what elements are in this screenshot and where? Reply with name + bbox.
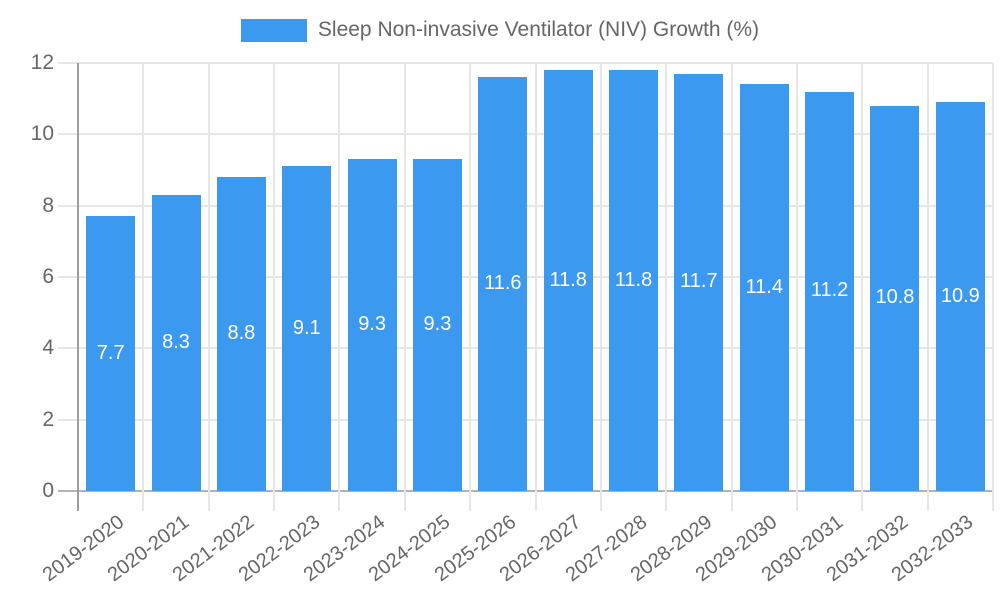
bar bbox=[543, 70, 593, 491]
v-gridline bbox=[861, 63, 864, 511]
y-tick-label: 4 bbox=[42, 336, 54, 360]
bar-value-label: 7.7 bbox=[96, 341, 125, 364]
v-gridline bbox=[926, 63, 929, 511]
v-gridline bbox=[534, 63, 537, 511]
v-gridline bbox=[665, 63, 668, 511]
bar-value-label: 8.8 bbox=[227, 322, 256, 345]
h-gridline bbox=[58, 62, 993, 64]
y-tick-label: 2 bbox=[42, 407, 54, 431]
bar-value-label: 10.8 bbox=[875, 286, 915, 309]
bar bbox=[609, 70, 659, 491]
y-tick-label: 8 bbox=[42, 193, 54, 217]
bar bbox=[282, 166, 332, 491]
bar bbox=[805, 91, 855, 491]
bar-value-label: 9.3 bbox=[358, 313, 386, 336]
bar bbox=[347, 159, 397, 491]
y-tick-label: 6 bbox=[42, 265, 54, 288]
bar bbox=[674, 73, 724, 491]
bar-value-label: 11.8 bbox=[549, 268, 587, 291]
bar-value-label: 11.7 bbox=[680, 270, 718, 293]
v-gridline bbox=[730, 63, 733, 511]
v-gridline bbox=[207, 63, 210, 511]
bar-value-label: 9.1 bbox=[292, 316, 321, 339]
x-axis-line bbox=[58, 490, 993, 492]
v-gridline bbox=[142, 63, 145, 511]
y-axis-line bbox=[77, 63, 79, 511]
bar bbox=[86, 216, 136, 491]
bar-value-label: 9.3 bbox=[423, 313, 452, 336]
y-tick-label: 10 bbox=[30, 122, 54, 146]
v-gridline bbox=[795, 63, 798, 511]
bar-value-label: 11.2 bbox=[810, 279, 849, 302]
legend-label: Sleep Non-invasive Ventilator (NIV) Grow… bbox=[317, 18, 760, 41]
y-tick-label: 12 bbox=[30, 51, 54, 74]
v-gridline bbox=[273, 63, 276, 511]
v-gridline bbox=[992, 63, 994, 511]
v-gridline bbox=[338, 63, 341, 511]
bar bbox=[151, 194, 201, 491]
bar bbox=[216, 177, 266, 491]
bar-value-label: 11.8 bbox=[614, 268, 653, 291]
legend-color-swatch-icon bbox=[240, 18, 307, 42]
v-gridline bbox=[403, 63, 406, 511]
plot-area: 0 2 4 6 8 10 12 7.7 2019-2020 8.3 2020-2021 8.8 2021… bbox=[31, 51, 994, 586]
v-gridline bbox=[599, 63, 602, 511]
bar-value-label: 8.3 bbox=[162, 330, 190, 353]
bar-value-label: 11.4 bbox=[745, 275, 783, 298]
bar-value-label: 11.6 bbox=[484, 272, 522, 295]
bar-value-label: 10.9 bbox=[940, 284, 980, 307]
v-gridline bbox=[469, 63, 472, 511]
y-tick-label: 0 bbox=[42, 479, 54, 502]
bar bbox=[935, 102, 985, 491]
legend-item[interactable]: Sleep Non-invasive Ventilator (NIV) Grow… bbox=[0, 18, 1000, 42]
bar bbox=[870, 105, 920, 491]
bar bbox=[412, 159, 462, 491]
bar bbox=[478, 77, 528, 491]
bar bbox=[739, 84, 789, 491]
